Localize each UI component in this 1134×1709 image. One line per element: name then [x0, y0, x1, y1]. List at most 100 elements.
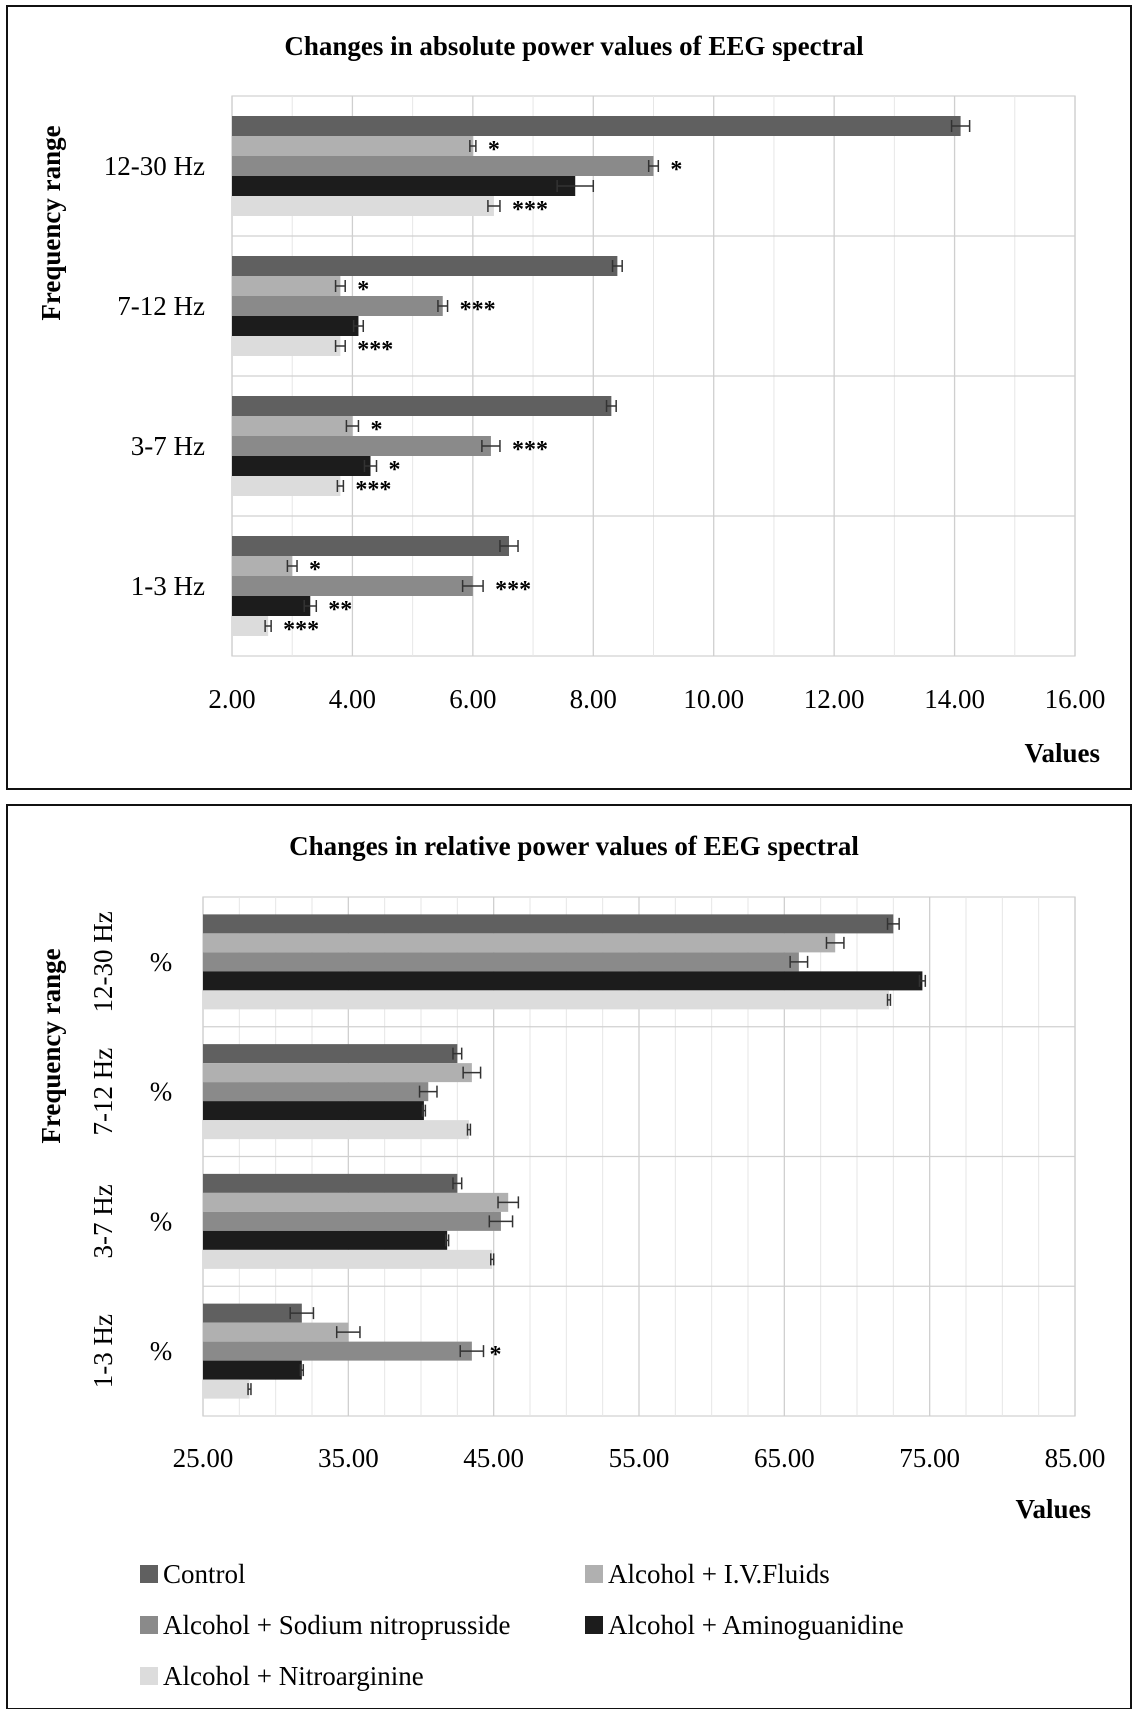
category-label: 1-3 Hz: [88, 1314, 118, 1388]
category-labels: 12-30 Hz 7-12 Hz 3-7 Hz 1-3 Hz: [104, 151, 205, 601]
category-unit-label: %: [150, 1206, 173, 1236]
bar-alcohol-sodium-nitroprusside: [203, 1341, 472, 1361]
bar-control: [232, 116, 961, 136]
legend-label: Alcohol + Nitroarginine: [163, 1661, 424, 1691]
bar-alcohol-i-v-fluids: [203, 1063, 472, 1083]
x-tick-label: 6.00: [449, 684, 496, 714]
bar-control: [203, 1044, 458, 1064]
category-unit-label: %: [150, 1077, 173, 1107]
bar-alcohol-sodium-nitroprusside: [232, 156, 654, 176]
bar-alcohol-nitroarginine: [232, 616, 269, 636]
y-axis-label: Frequency range: [36, 125, 66, 320]
significance-marker: ***: [357, 337, 393, 363]
bar-alcohol-aminoguanidine: [232, 316, 359, 336]
bar-alcohol-nitroarginine: [203, 990, 889, 1010]
significance-marker: **: [328, 597, 352, 623]
x-tick-label: 35.00: [318, 1443, 379, 1473]
legend-swatch: [585, 1616, 603, 1634]
bar-alcohol-sodium-nitroprusside: [203, 1211, 501, 1231]
significance-marker: ***: [512, 437, 548, 463]
x-tick-label: 8.00: [570, 684, 617, 714]
significance-marker: ***: [460, 297, 496, 323]
category-label: 12-30 Hz: [104, 151, 205, 181]
category-label: 12-30 Hz: [88, 911, 118, 1012]
significance-marker: *: [670, 157, 682, 183]
legend-label: Alcohol + Aminoguanidine: [608, 1610, 904, 1640]
y-axis-label: Frequency range: [36, 948, 66, 1143]
bar-alcohol-sodium-nitroprusside: [232, 436, 491, 456]
bar-alcohol-sodium-nitroprusside: [232, 576, 473, 596]
significance-marker: *: [489, 1342, 501, 1368]
x-tick-label: 16.00: [1045, 684, 1106, 714]
category-label: 7-12 Hz: [117, 291, 205, 321]
legend-label: Alcohol + Sodium nitroprusside: [163, 1610, 510, 1640]
legend-swatch: [585, 1565, 603, 1583]
category-label: 1-3 Hz: [131, 571, 205, 601]
category-label: 7-12 Hz: [88, 1048, 118, 1136]
category-labels: 12-30 Hz % 7-12 Hz % 3-7 Hz % 1-3 Hz%: [88, 911, 172, 1388]
chart-title: Changes in absolute power values of EEG …: [284, 31, 864, 61]
x-tick-label: 75.00: [899, 1443, 960, 1473]
x-axis-label: Values: [1015, 1494, 1091, 1524]
bar-control: [203, 1173, 458, 1193]
x-tick-label: 14.00: [924, 684, 985, 714]
absolute-power-chart: Changes in absolute power values of EEG …: [36, 31, 1105, 768]
bar-alcohol-i-v-fluids: [203, 1322, 349, 1342]
bar-alcohol-i-v-fluids: [203, 1192, 509, 1212]
top-panel-border: [6, 5, 1132, 790]
bar-alcohol-sodium-nitroprusside: [203, 1082, 429, 1102]
x-tick-label: 12.00: [804, 684, 865, 714]
legend-item-sodium-nitroprusside: Alcohol + Sodium nitroprusside: [140, 1610, 510, 1640]
significance-marker: *: [389, 457, 401, 483]
x-tick-label: 25.00: [173, 1443, 234, 1473]
bar-alcohol-nitroarginine: [232, 336, 341, 356]
bar-control: [232, 256, 618, 276]
bar-alcohol-i-v-fluids: [203, 933, 836, 953]
x-tick-label: 55.00: [609, 1443, 670, 1473]
bar-alcohol-aminoguanidine: [232, 176, 576, 196]
x-tick-labels: 2.00 4.00 6.00 8.00 10.00 12.00 14.00 16.00: [208, 684, 1105, 714]
bar-alcohol-i-v-fluids: [232, 556, 293, 576]
legend-item-nitroarginine: Alcohol + Nitroarginine: [140, 1661, 424, 1691]
bar-control: [203, 1303, 302, 1323]
bar-alcohol-aminoguanidine: [203, 971, 923, 991]
legend-label: Control: [163, 1559, 246, 1589]
significance-marker: ***: [495, 577, 531, 603]
bar-alcohol-sodium-nitroprusside: [203, 952, 799, 972]
bar-alcohol-nitroarginine: [203, 1379, 250, 1399]
bar-alcohol-nitroarginine: [232, 196, 494, 216]
x-axis-label: Values: [1024, 738, 1100, 768]
legend-item-iv-fluids: Alcohol + I.V.Fluids: [585, 1559, 830, 1589]
bar-alcohol-aminoguanidine: [203, 1230, 448, 1250]
x-tick-label: 45.00: [463, 1443, 524, 1473]
bar-alcohol-aminoguanidine: [203, 1360, 302, 1380]
x-tick-label: 85.00: [1045, 1443, 1106, 1473]
bar-alcohol-aminoguanidine: [232, 596, 311, 616]
x-tick-labels: 25.00 35.00 45.00 55.00 65.00 75.00 85.00: [173, 1443, 1106, 1473]
bar-alcohol-i-v-fluids: [232, 136, 473, 156]
bottom-panel-border: [6, 804, 1132, 1709]
x-tick-label: 10.00: [683, 684, 744, 714]
bar-control: [232, 396, 612, 416]
significance-marker: ***: [283, 617, 319, 643]
bar-alcohol-i-v-fluids: [232, 416, 353, 436]
bars: *****************************: [232, 116, 971, 643]
category-unit-label: %: [150, 947, 173, 977]
category-unit-label: %: [150, 1336, 173, 1366]
legend: Control Alcohol + I.V.Fluids Alcohol + S…: [140, 1559, 904, 1691]
chart-title: Changes in relative power values of EEG …: [289, 831, 859, 861]
bar-alcohol-nitroarginine: [203, 1120, 469, 1140]
x-tick-label: 65.00: [754, 1443, 815, 1473]
relative-power-chart: Changes in relative power values of EEG …: [36, 831, 1105, 1524]
significance-marker: ***: [512, 197, 548, 223]
bar-alcohol-nitroarginine: [232, 476, 341, 496]
legend-label: Alcohol + I.V.Fluids: [608, 1559, 830, 1589]
significance-marker: ***: [355, 477, 391, 503]
legend-item-control: Control: [140, 1559, 246, 1589]
legend-swatch: [140, 1667, 158, 1685]
legend-swatch: [140, 1616, 158, 1634]
x-tick-label: 2.00: [208, 684, 255, 714]
bar-alcohol-nitroarginine: [203, 1249, 493, 1269]
category-label: 3-7 Hz: [88, 1184, 118, 1258]
